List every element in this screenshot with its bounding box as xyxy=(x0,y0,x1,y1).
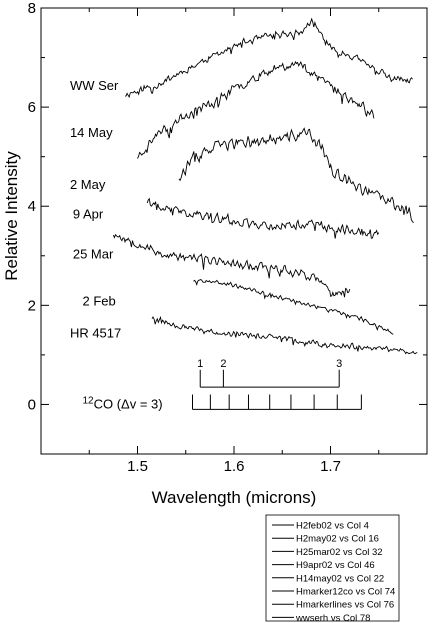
spectrum-2-may xyxy=(178,127,414,224)
spectrum-14-may xyxy=(137,60,375,159)
line-marker-label: 3 xyxy=(336,358,342,370)
series-label: 25 Mar xyxy=(73,246,114,261)
line-marker-label: 1 xyxy=(197,358,203,370)
legend-box xyxy=(265,514,400,622)
spectrum-25-mar xyxy=(112,233,351,298)
legend-entry: H14may02 vs Col 22 xyxy=(296,573,384,584)
series-label: WW Ser xyxy=(70,78,119,93)
x-tick-label: 1.5 xyxy=(127,458,148,475)
legend-entry: H9apr02 vs Col 46 xyxy=(296,560,375,571)
series-label: 2 Feb xyxy=(82,293,115,308)
x-axis-title: Wavelength (microns) xyxy=(152,488,317,507)
series-label: HR 4517 xyxy=(70,326,121,341)
spectrum-hr-4517 xyxy=(151,315,418,355)
spectrum-2-feb xyxy=(193,278,394,335)
line-marker-label: 2 xyxy=(220,358,226,370)
legend-entry: H25mar02 vs Col 32 xyxy=(296,547,383,558)
y-tick-label: 8 xyxy=(28,0,36,17)
y-tick-label: 6 xyxy=(28,99,36,116)
line-markers: 1 2 3 12CO (Δv = 3) xyxy=(82,358,362,411)
legend-entry: Hmarker12co vs Col 74 xyxy=(296,587,395,598)
series-group xyxy=(112,17,418,355)
series-labels: WW Ser 14 May 2 May 9 Apr 25 Mar 2 Feb HR 4517 xyxy=(70,78,121,341)
legend-entry: H2feb02 vs Col 4 xyxy=(296,521,369,532)
legend: H2feb02 vs Col 4 H2may02 vs Col 16 H25mar0… xyxy=(265,514,400,623)
series-label: 14 May xyxy=(70,125,113,140)
y-tick-label: 4 xyxy=(28,198,36,215)
series-label: 2 May xyxy=(70,177,106,192)
spectrum-9-apr xyxy=(146,197,380,239)
legend-entry: Hmarkerlines vs Col 76 xyxy=(296,600,394,611)
x-tick-label: 1.7 xyxy=(320,458,341,475)
y-tick-label: 2 xyxy=(28,297,36,314)
series-label: 9 Apr xyxy=(73,207,104,222)
spectrum-ww-ser xyxy=(125,17,413,99)
y-axis-title: Relative Intensity xyxy=(2,151,21,281)
y-tick-label: 0 xyxy=(28,396,36,413)
co-marker-label: 12CO (Δv = 3) xyxy=(82,395,162,411)
legend-entry: wwserh vs Col 78 xyxy=(295,613,370,623)
x-tick-label: 1.6 xyxy=(224,458,245,475)
axis-ticks: 1.5 1.6 1.7 0 2 4 6 8 xyxy=(28,0,427,475)
legend-entry: H2may02 vs Col 16 xyxy=(296,534,379,545)
